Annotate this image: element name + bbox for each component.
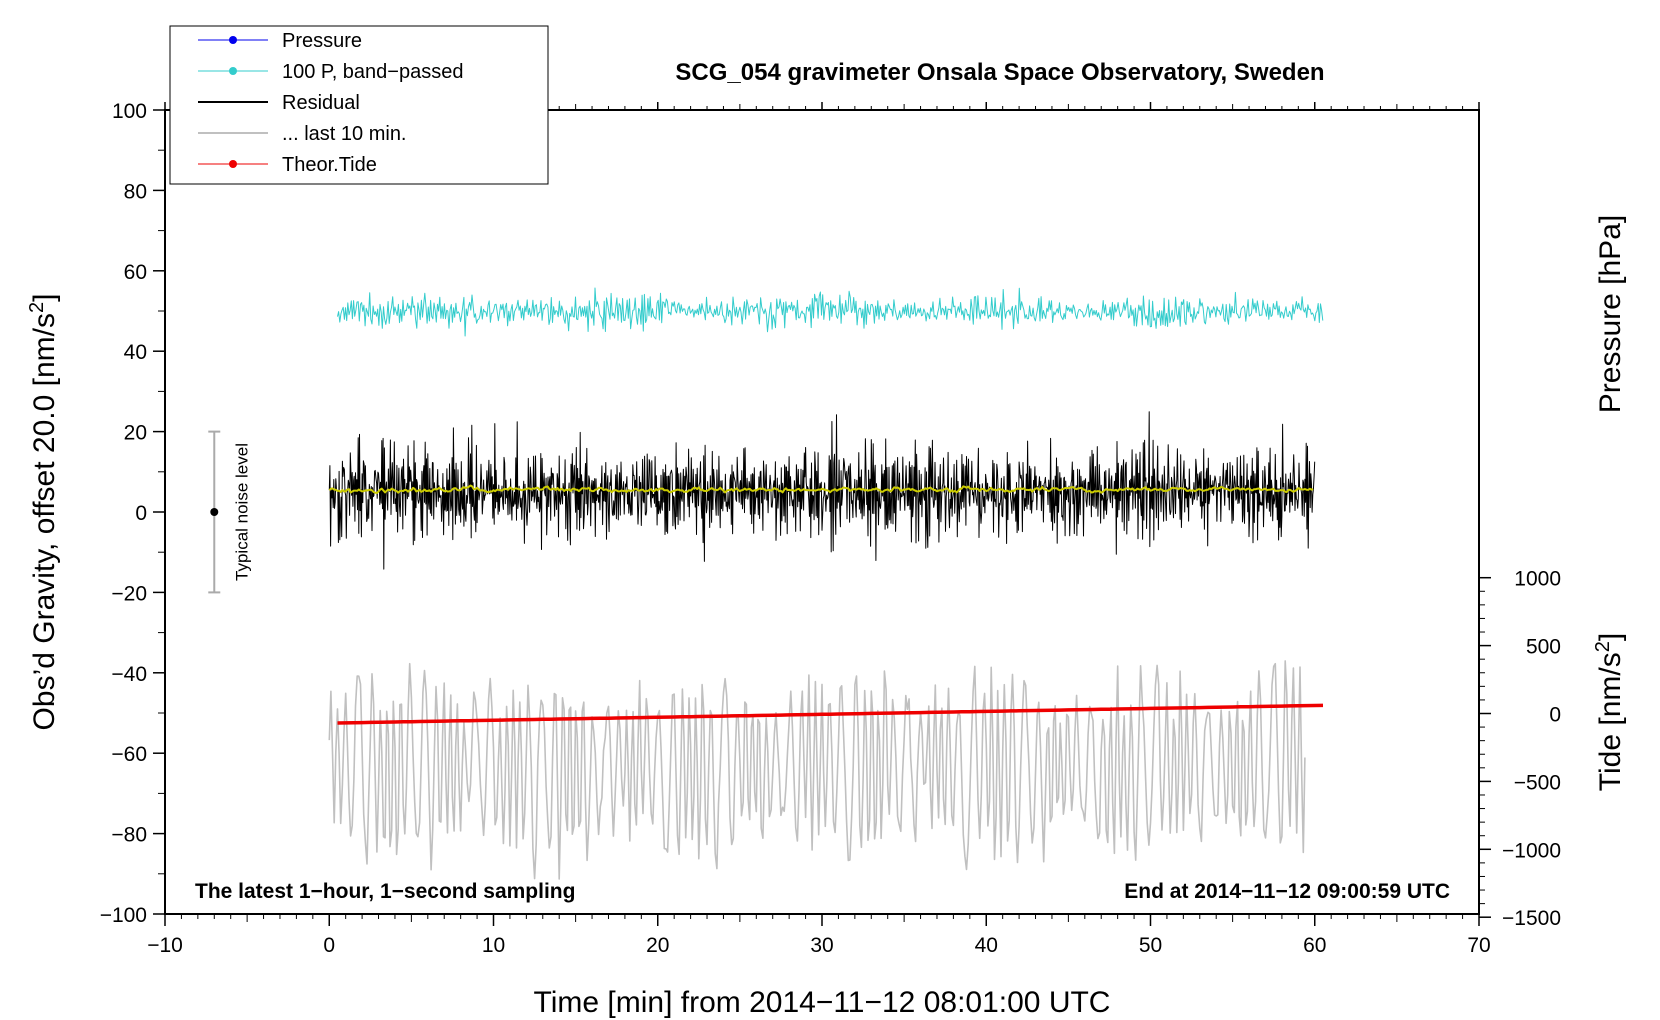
legend-item-label: Pressure	[282, 30, 362, 52]
legend-item-label: Theor.Tide	[282, 154, 377, 176]
x-tick-label: 50	[1139, 934, 1162, 957]
y-tick-label: 80	[124, 180, 147, 203]
y-axis-gravity: −100 −80 −60 −40 −20 0 20 40 60 80 100	[100, 100, 165, 927]
x-tick-label: 40	[975, 934, 998, 957]
tide-tick-label: −500	[1514, 771, 1561, 794]
y-tick-label: −100	[100, 904, 147, 927]
x-axis-label: Time [min] from 2014−11−12 08:01:00 UTC	[534, 986, 1111, 1019]
noise-bar-label: Typical noise level	[232, 443, 251, 581]
legend-swatch-marker	[229, 36, 237, 44]
y-tick-label: 100	[112, 100, 147, 123]
x-tick-label: 70	[1467, 934, 1490, 957]
y-tick-label: 40	[124, 341, 147, 364]
legend-box	[169, 25, 549, 185]
legend-swatch-marker	[229, 160, 237, 168]
y-tick-label: −80	[111, 824, 147, 847]
note-right: End at 2014−11−12 09:00:59 UTC	[1124, 880, 1450, 903]
legend: Pressure 100 P, band−passed Residual ... la…	[169, 25, 549, 185]
y-axis-label-gravity: Obs’d Gravity, offset 20.0 [nm/s2]	[26, 294, 61, 731]
y-tick-label: 60	[124, 261, 147, 284]
noise-bar-center-dot	[210, 508, 219, 516]
x-tick-label: 60	[1303, 934, 1326, 957]
series-last-10-min	[328, 660, 1306, 880]
y-tick-label: −60	[111, 743, 147, 766]
note-left: The latest 1−hour, 1−second sampling	[195, 880, 575, 903]
series-residual	[328, 411, 1316, 570]
x-tick-label: 0	[323, 934, 335, 957]
series-residual-smoothed	[328, 484, 1314, 494]
x-tick-label: −10	[147, 934, 183, 957]
y-tick-label: 0	[135, 502, 147, 525]
y-axis-label-pressure: Pressure [hPa]	[1594, 215, 1627, 413]
tide-tick-label: −1000	[1502, 839, 1561, 862]
chart-title: SCG_054 gravimeter Onsala Space Observat…	[675, 59, 1324, 86]
series-layer	[328, 287, 1324, 880]
x-tick-label: 30	[810, 934, 833, 957]
tide-tick-label: 1000	[1514, 568, 1561, 591]
y-axis-label-tide: Tide [nm/s2]	[1592, 633, 1627, 791]
series-pressure-bandpassed	[337, 287, 1324, 337]
noise-bar: Typical noise level	[208, 430, 251, 594]
legend-item-label: 100 P, band−passed	[282, 61, 463, 83]
y-tick-label: 20	[124, 422, 147, 445]
legend-item-label: Residual	[282, 92, 360, 114]
y-tick-label: −40	[111, 663, 147, 686]
y-axis-tide: −1500 −1000 −500 0 500 1000	[1479, 568, 1561, 930]
series-theoretical-tide	[337, 703, 1324, 725]
x-tick-label: 20	[646, 934, 669, 957]
tide-tick-label: 0	[1549, 704, 1561, 727]
legend-swatch-marker	[229, 67, 237, 75]
legend-item-label: ... last 10 min.	[282, 123, 407, 145]
y-tick-label: −20	[111, 582, 147, 605]
tide-tick-label: 500	[1526, 636, 1561, 659]
x-tick-label: 10	[482, 934, 505, 957]
tide-tick-label: −1500	[1502, 907, 1561, 930]
